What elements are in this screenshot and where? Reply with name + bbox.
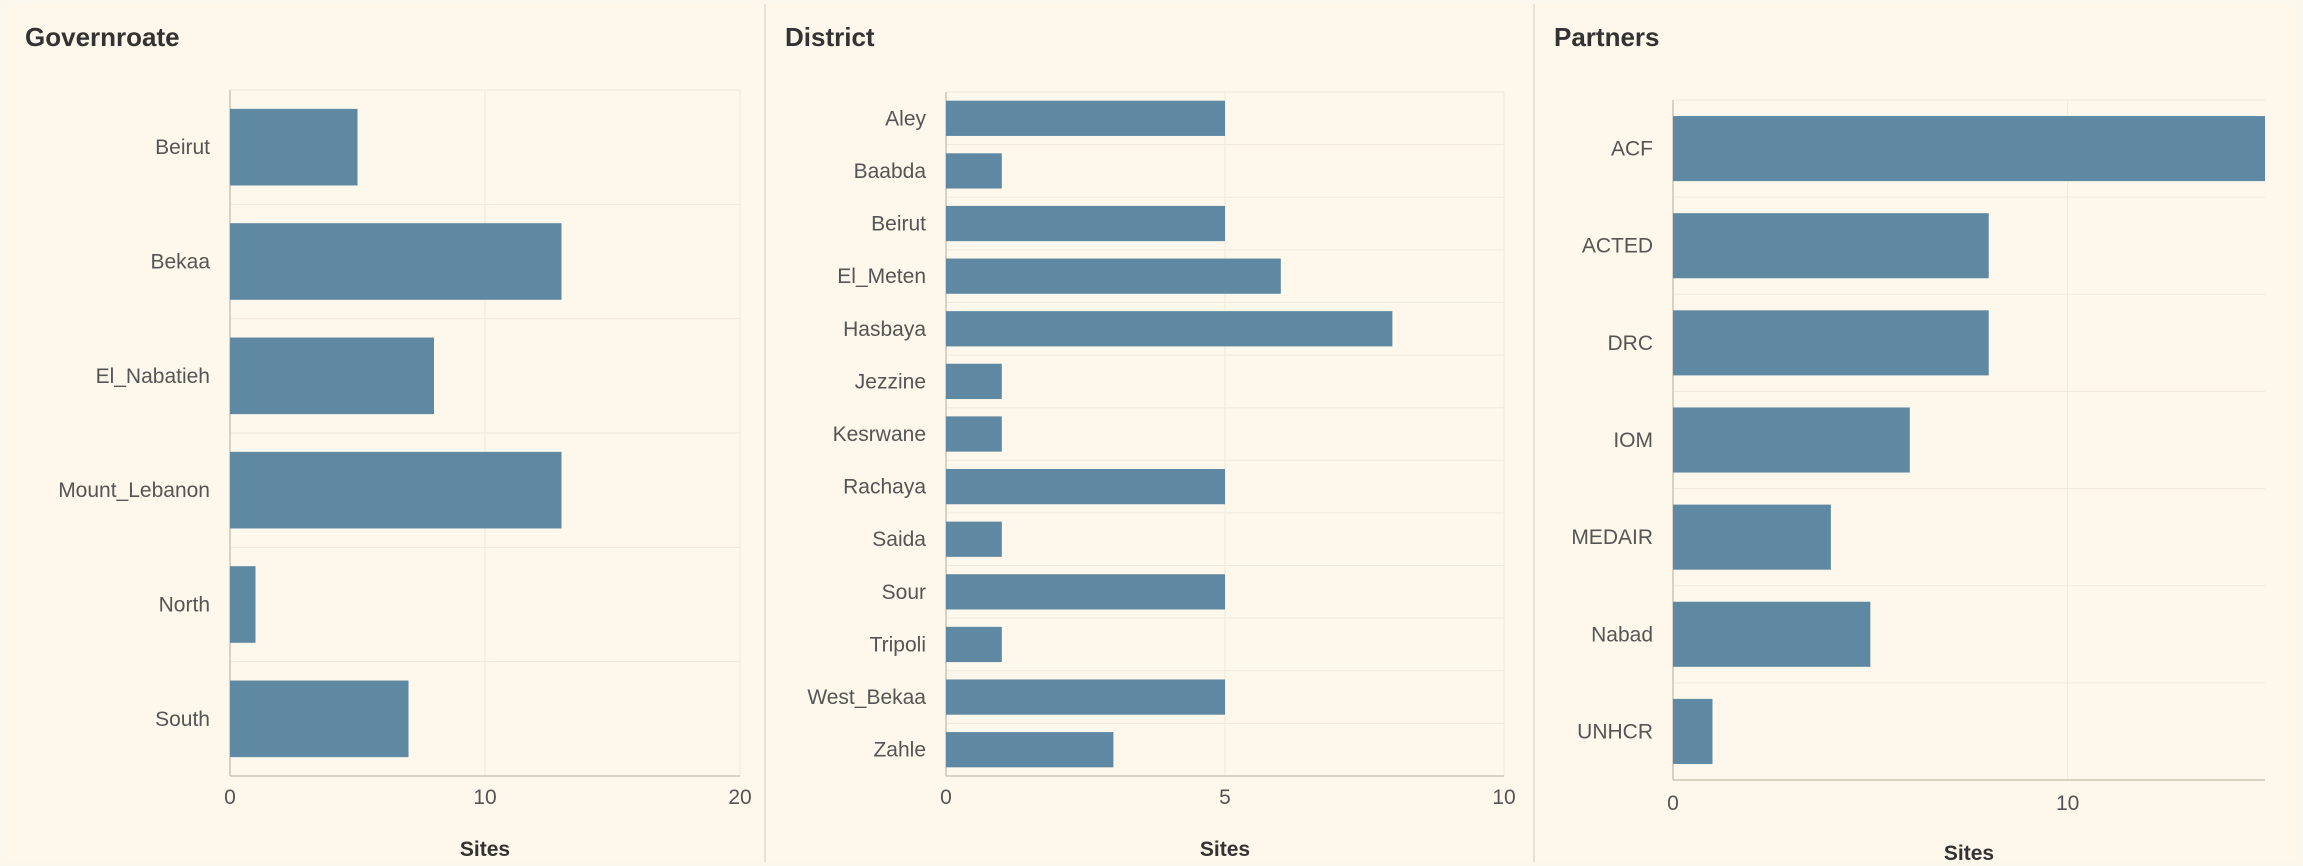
category-label: Tripoli: [870, 633, 926, 656]
category-label: ACF: [1611, 138, 1653, 161]
x-tick-label: 0: [940, 786, 952, 809]
bar-acted: [1673, 213, 1989, 279]
bar-beirut: [946, 205, 1225, 242]
category-label: Baabda: [854, 160, 927, 183]
category-label: Mount_Lebanon: [58, 479, 210, 502]
bar-sour: [946, 574, 1225, 610]
bar-iom: [1673, 407, 1910, 473]
category-label: El_Nabatieh: [96, 365, 210, 388]
category-label: ACTED: [1582, 235, 1653, 258]
category-label: MEDAIR: [1571, 526, 1653, 549]
bar-jezzine: [946, 363, 1002, 400]
category-label: South: [155, 708, 210, 731]
bar-kesrwane: [946, 416, 1002, 452]
bar-drc: [1673, 310, 1989, 376]
x-tick-label: 10: [473, 786, 496, 809]
panel-title: Governroate: [25, 22, 180, 52]
governorate-panel: Governroate Beirut Bekaa El_Nabatieh Mount_…: [6, 4, 764, 862]
category-label: UNHCR: [1577, 720, 1653, 743]
category-label: West_Bekaa: [807, 686, 926, 709]
bar-el-nabatieh: [230, 337, 434, 415]
category-label: Kesrwane: [833, 423, 926, 446]
category-label: Aley: [885, 107, 926, 130]
x-tick-label: 20: [728, 786, 751, 809]
bar-zahle: [946, 732, 1114, 768]
category-label: DRC: [1608, 332, 1654, 355]
panel-title: District: [785, 22, 875, 52]
district-panel: District Aley Baabda Beirut El_Meten Hasbaya…: [766, 4, 1533, 862]
category-label: Hasbaya: [843, 318, 926, 341]
category-label: Beirut: [871, 213, 926, 236]
bar-north: [230, 566, 256, 643]
x-axis-title: Sites: [1944, 842, 1994, 865]
bar-beirut: [230, 108, 358, 186]
grid: [945, 91, 1505, 777]
bar-acf: [1673, 116, 2265, 182]
category-label: North: [159, 594, 210, 617]
category-label: IOM: [1613, 429, 1653, 452]
governorate-bar-chart: Beirut Bekaa El_Nabatieh Mount_Lebanon North…: [58, 89, 752, 861]
x-tick-label: 0: [224, 786, 236, 809]
x-tick-label: 10: [1492, 786, 1515, 809]
x-axis-title: Sites: [460, 838, 510, 861]
panel-divider: [1533, 4, 1535, 862]
category-label: Saida: [872, 528, 926, 551]
x-tick-label: 5: [1219, 786, 1231, 809]
partners-panel: Partners ACF ACTED DRC IOM MEDAIR Nabad UNHCR 0…: [1535, 4, 2297, 865]
bar-baabda: [946, 153, 1002, 189]
bar-mount-lebanon: [230, 451, 562, 529]
bar-el-meten: [946, 258, 1281, 294]
category-label: Zahle: [873, 739, 926, 762]
category-label: Beirut: [155, 136, 210, 159]
bar-west-bekaa: [946, 679, 1225, 715]
grid: [229, 89, 741, 777]
panel-title: Partners: [1554, 22, 1660, 52]
category-label: Nabad: [1591, 623, 1653, 646]
category-label: Rachaya: [843, 476, 926, 499]
x-tick-label: 0: [1667, 792, 1679, 815]
category-label: El_Meten: [837, 265, 926, 288]
category-label: Jezzine: [855, 370, 926, 393]
category-label: Sour: [882, 581, 926, 604]
bar-bekaa: [230, 223, 562, 300]
bar-hasbaya: [946, 311, 1393, 347]
bar-tripoli: [946, 626, 1002, 663]
bar-unhcr: [1673, 698, 1713, 764]
bar-aley: [946, 100, 1225, 136]
bar-nabad: [1673, 601, 1871, 667]
panel-divider: [764, 4, 766, 862]
category-label: Bekaa: [150, 251, 210, 274]
bar-rachaya: [946, 468, 1225, 505]
x-axis-title: Sites: [1200, 838, 1250, 861]
district-bar-chart: Aley Baabda Beirut El_Meten Hasbaya Jezzine Ke…: [807, 91, 1516, 861]
bar-south: [230, 680, 409, 758]
partners-bar-chart: ACF ACTED DRC IOM MEDAIR Nabad UNHCR 0 10 Sites: [1571, 99, 2265, 865]
x-tick-label: 10: [2056, 792, 2079, 815]
bar-medair: [1673, 504, 1831, 570]
bar-saida: [946, 521, 1002, 557]
